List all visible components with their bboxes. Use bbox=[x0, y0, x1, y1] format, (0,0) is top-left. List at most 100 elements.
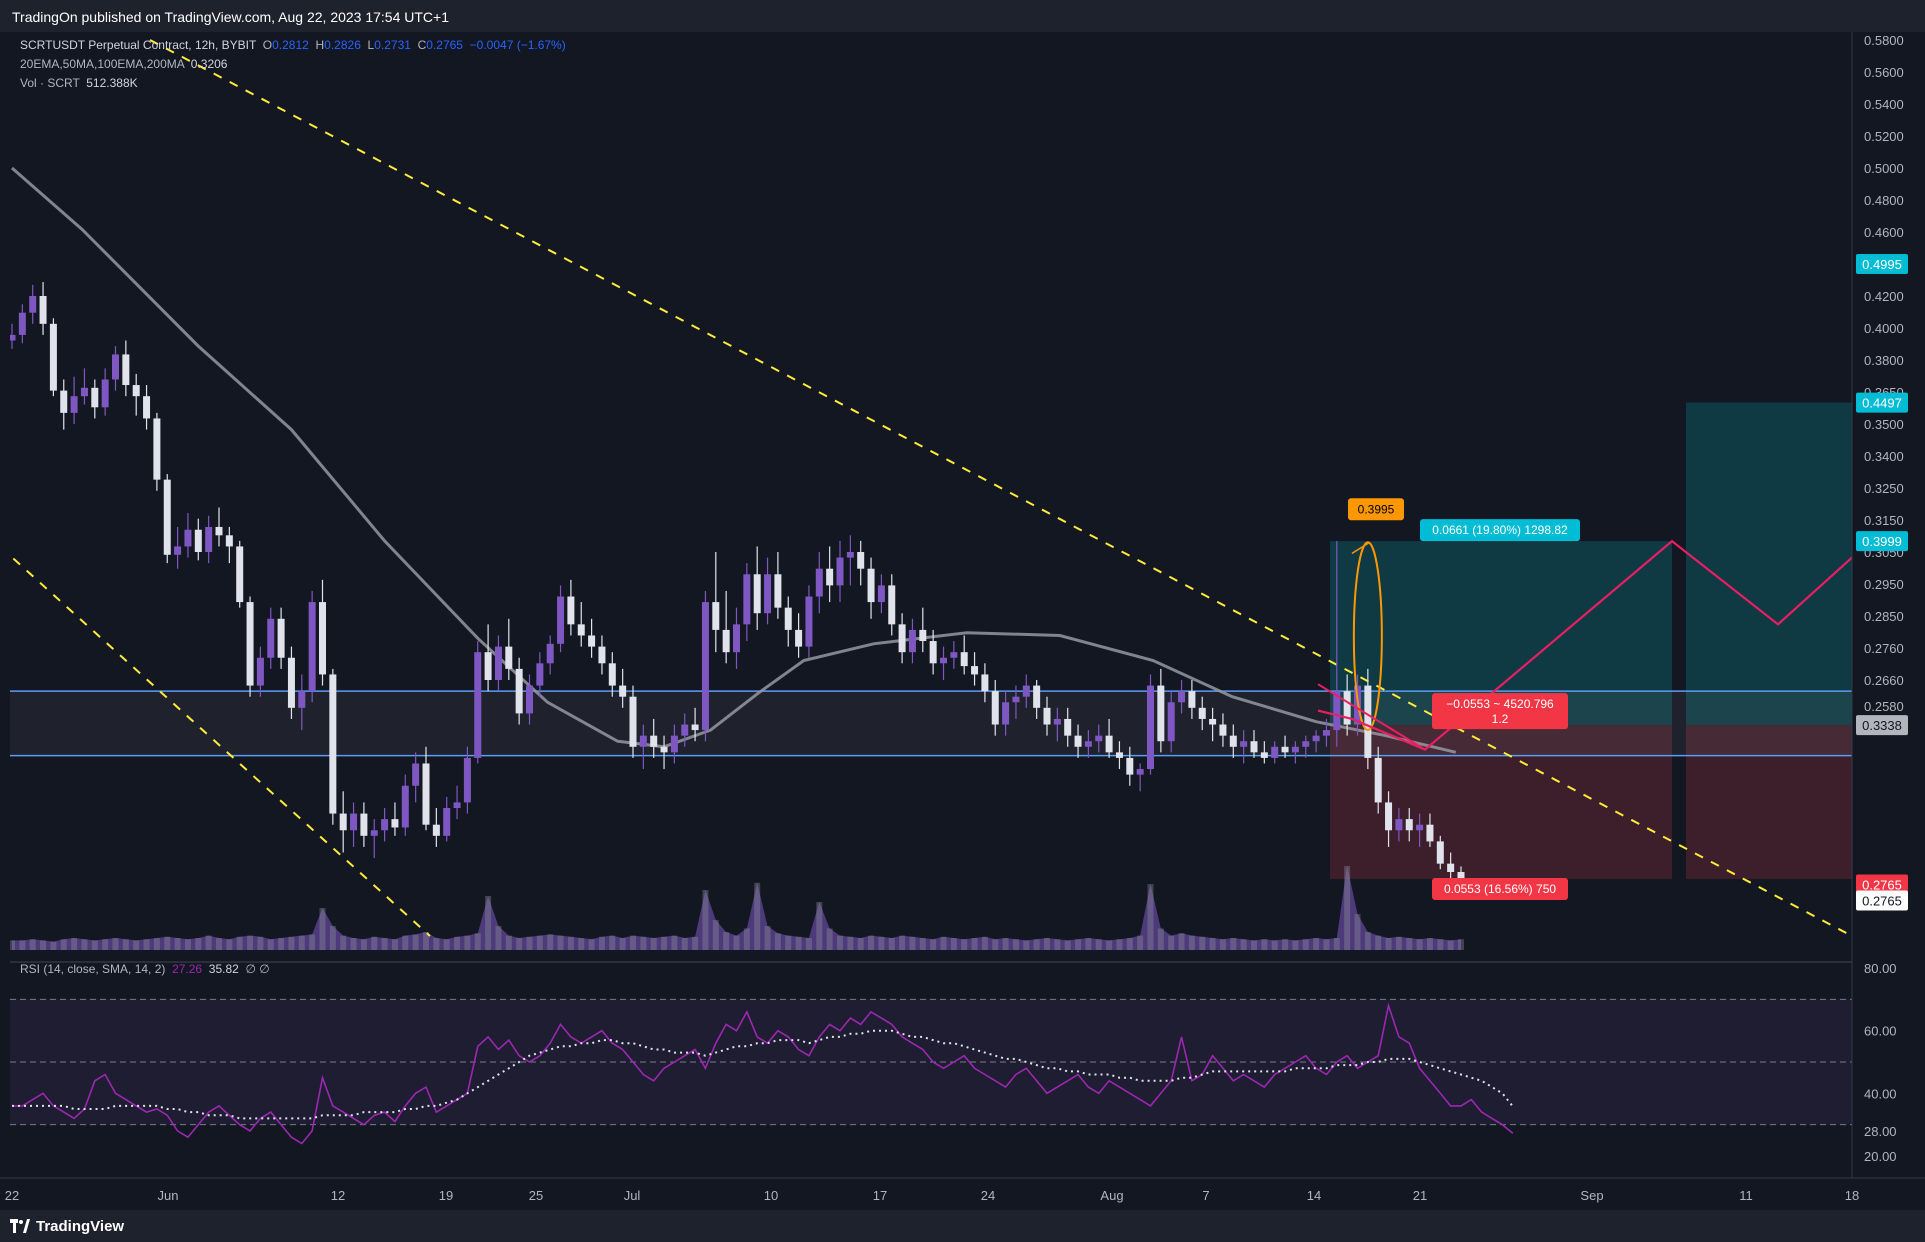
candle-body bbox=[484, 652, 492, 680]
volume-bar bbox=[630, 935, 636, 950]
candle-body bbox=[877, 585, 885, 603]
candle-body bbox=[350, 813, 358, 831]
volume-bar bbox=[1002, 938, 1009, 950]
time-tick: 24 bbox=[981, 1188, 995, 1203]
volume-bar bbox=[712, 920, 719, 950]
volume-bar bbox=[557, 935, 564, 950]
candle-body bbox=[1147, 685, 1154, 770]
candle-body bbox=[608, 663, 616, 686]
volume-bar bbox=[1085, 938, 1092, 950]
volume-bar bbox=[1292, 940, 1299, 950]
candle-body bbox=[60, 390, 68, 413]
price-badge: 0.3338 bbox=[1862, 718, 1902, 733]
candle-body bbox=[174, 546, 182, 555]
publish-info: TradingOn published on TradingView.com, … bbox=[12, 9, 450, 25]
price-tick: 0.2660 bbox=[1864, 673, 1904, 688]
price-tick: 0.5800 bbox=[1864, 33, 1904, 48]
price-badge-box bbox=[1856, 890, 1908, 911]
candle-body bbox=[412, 763, 420, 786]
candle-body bbox=[805, 596, 813, 647]
candle-body bbox=[1405, 819, 1413, 831]
trendline-0 bbox=[149, 39, 1852, 937]
volume-bar bbox=[950, 938, 957, 950]
annotations[interactable]: 0.3995 0.0661 (19.80%) 1298.82 −0.0553 ~ 4… bbox=[1317, 498, 1853, 900]
footer-brand: TradingView bbox=[36, 1218, 125, 1235]
candle-body bbox=[163, 479, 171, 555]
volume-bar bbox=[1230, 938, 1237, 950]
volume-bar bbox=[29, 939, 36, 950]
legend-open: 0.2812 bbox=[272, 38, 309, 52]
legend-c-label: C bbox=[417, 38, 427, 52]
volume-bar bbox=[598, 936, 605, 950]
volume-bar bbox=[1064, 940, 1071, 950]
wick-marker-box bbox=[1348, 498, 1404, 521]
candle-body bbox=[691, 724, 699, 731]
volume-bar bbox=[743, 928, 750, 950]
time-tick: 7 bbox=[1202, 1188, 1209, 1203]
candle-body bbox=[1167, 702, 1175, 742]
volume-bar bbox=[671, 935, 678, 950]
ma-line bbox=[11, 166, 1457, 754]
volume-bar bbox=[1271, 940, 1278, 950]
candle-body bbox=[670, 735, 678, 753]
volume-bar bbox=[940, 936, 947, 950]
volume-bar bbox=[1416, 939, 1423, 950]
position-tool[interactable] bbox=[1330, 402, 1852, 879]
volume-bar bbox=[464, 935, 471, 950]
volume-bar bbox=[805, 938, 812, 950]
volume-bar bbox=[153, 938, 160, 950]
candle-body bbox=[246, 602, 254, 686]
time-tick: 14 bbox=[1307, 1188, 1321, 1203]
candle-body bbox=[846, 552, 854, 558]
candle-body bbox=[1312, 735, 1320, 742]
volume-bar bbox=[1178, 933, 1185, 950]
volume-bar bbox=[205, 935, 212, 950]
volume-bar bbox=[640, 936, 647, 950]
volume-bar bbox=[329, 926, 336, 950]
candle-body bbox=[1302, 741, 1310, 747]
trendlines[interactable] bbox=[0, 39, 1852, 937]
legend-o-label: O bbox=[262, 38, 273, 52]
candle-body bbox=[1188, 691, 1196, 708]
candle-body bbox=[1043, 707, 1051, 725]
candle-body bbox=[18, 312, 26, 335]
candle-body bbox=[474, 652, 482, 758]
legend-ma-label: 20EMA,50MA,100EMA,200MA bbox=[20, 57, 185, 71]
legend-l-label: L bbox=[367, 38, 375, 52]
candle-body bbox=[215, 526, 223, 536]
volume-bar bbox=[381, 938, 388, 950]
candle-body bbox=[184, 529, 192, 547]
volume-bar bbox=[81, 939, 88, 950]
rsi-tick: 40.00 bbox=[1864, 1086, 1897, 1101]
volume-bar bbox=[1240, 939, 1247, 950]
volume-bar bbox=[1375, 935, 1382, 950]
candle-body bbox=[577, 624, 585, 636]
candle-body bbox=[950, 652, 958, 658]
stop-label-box bbox=[1432, 877, 1568, 900]
candle-body bbox=[1416, 824, 1424, 831]
candle-body bbox=[940, 657, 947, 664]
candle-body bbox=[1002, 702, 1010, 725]
center-label-box bbox=[1432, 693, 1568, 730]
price-chart[interactable]: 0.3995 0.0661 (19.80%) 1298.82 −0.0553 ~ 4… bbox=[0, 32, 1925, 1210]
stop-label: 0.0553 (16.56%) 750 bbox=[1444, 882, 1556, 896]
volume-bar bbox=[567, 936, 574, 950]
candle-body bbox=[401, 785, 409, 828]
volume-bar bbox=[868, 935, 875, 950]
volume-bar bbox=[298, 935, 305, 950]
candle-body bbox=[660, 746, 668, 753]
volume-bar bbox=[785, 935, 792, 950]
volume-bar bbox=[433, 938, 440, 950]
candle-body bbox=[453, 802, 461, 808]
volume-bar bbox=[1302, 939, 1309, 950]
candle-body bbox=[1064, 718, 1072, 736]
volume-bar bbox=[91, 940, 98, 950]
volume-bar bbox=[1044, 938, 1050, 950]
volume-bar bbox=[754, 882, 761, 950]
horizontal-levels[interactable] bbox=[10, 690, 1852, 757]
candle-body bbox=[639, 735, 647, 747]
candle-body bbox=[132, 385, 140, 397]
volume-bar bbox=[1033, 939, 1040, 950]
volume-bar bbox=[288, 936, 295, 950]
volume-bar bbox=[391, 939, 398, 950]
